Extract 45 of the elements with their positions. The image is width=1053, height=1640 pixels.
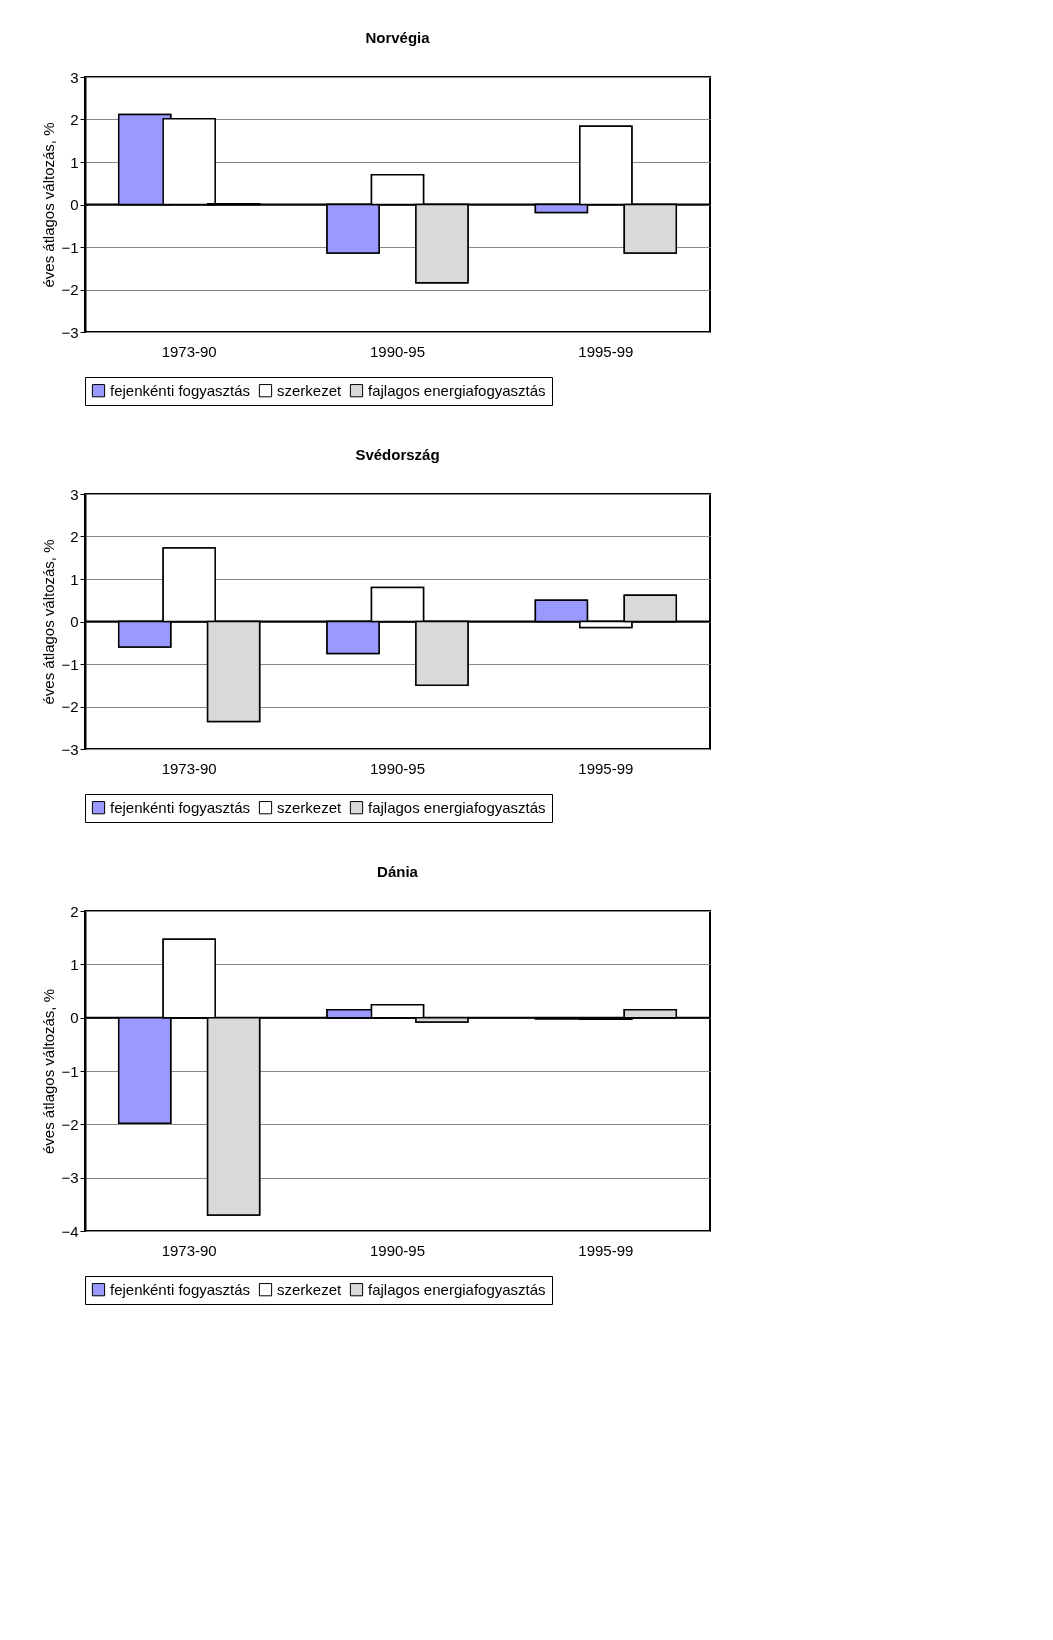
x-tick-label: 1995-99 (578, 342, 634, 360)
x-tick-label: 1990-95 (369, 759, 426, 777)
y-tick-label: 1 (70, 570, 79, 588)
y-tick-label: 0 (70, 196, 79, 213)
y-tick-label: 1 (70, 955, 79, 973)
y-tick-label: −3 (61, 1169, 79, 1187)
y-tick-label: −1 (61, 238, 79, 256)
x-tick-label: 1990-95 (369, 1241, 426, 1259)
y-tick-label: 3 (70, 68, 79, 86)
y-axis-title: éves átlagos változás, % (40, 539, 58, 705)
y-tick-label: 0 (70, 613, 79, 630)
y-tick-label: 3 (70, 485, 79, 503)
y-tick-label: −1 (61, 1062, 79, 1080)
x-tick-label: 1973-90 (161, 342, 217, 360)
y-tick-label: 1 (70, 153, 79, 171)
y-tick-label: −2 (61, 698, 79, 715)
y-tick-label: 2 (70, 528, 79, 545)
y-tick-label: −4 (61, 1222, 79, 1240)
legend-label: fejenkénti fogyasztás (110, 381, 251, 399)
legend-label: fajlagos energiafogyasztás (368, 798, 546, 816)
x-tick-label: 1973-90 (161, 759, 217, 777)
y-tick-label: −3 (61, 740, 79, 758)
y-tick-label: 0 (70, 1009, 79, 1027)
chart-title: Norvégia (365, 29, 431, 46)
chart-title: Dánia (377, 863, 419, 880)
y-tick-label: −2 (61, 1115, 79, 1133)
legend-label: fajlagos energiafogyasztás (368, 1280, 546, 1298)
y-tick-label: −1 (61, 655, 79, 673)
x-tick-label: 1995-99 (578, 1241, 634, 1259)
y-axis-title: éves átlagos változás, % (40, 122, 58, 288)
legend-label: fejenkénti fogyasztás (110, 798, 251, 816)
x-tick-label: 1973-90 (161, 1241, 217, 1259)
y-tick-label: −2 (61, 281, 79, 298)
chart-title: Svédország (355, 446, 440, 463)
legend-label: szerkezet (277, 798, 343, 816)
y-tick-label: −3 (61, 323, 79, 341)
y-axis-title: éves átlagos változás, % (40, 988, 58, 1155)
legend-label: szerkezet (277, 381, 343, 399)
legend-label: szerkezet (277, 1280, 343, 1298)
y-tick-label: 2 (70, 111, 79, 128)
x-tick-label: 1990-95 (369, 342, 426, 360)
y-tick-label: 2 (70, 902, 79, 920)
legend-label: fejenkénti fogyasztás (110, 1280, 251, 1298)
legend-label: fajlagos energiafogyasztás (368, 381, 546, 399)
x-tick-label: 1995-99 (578, 759, 634, 777)
